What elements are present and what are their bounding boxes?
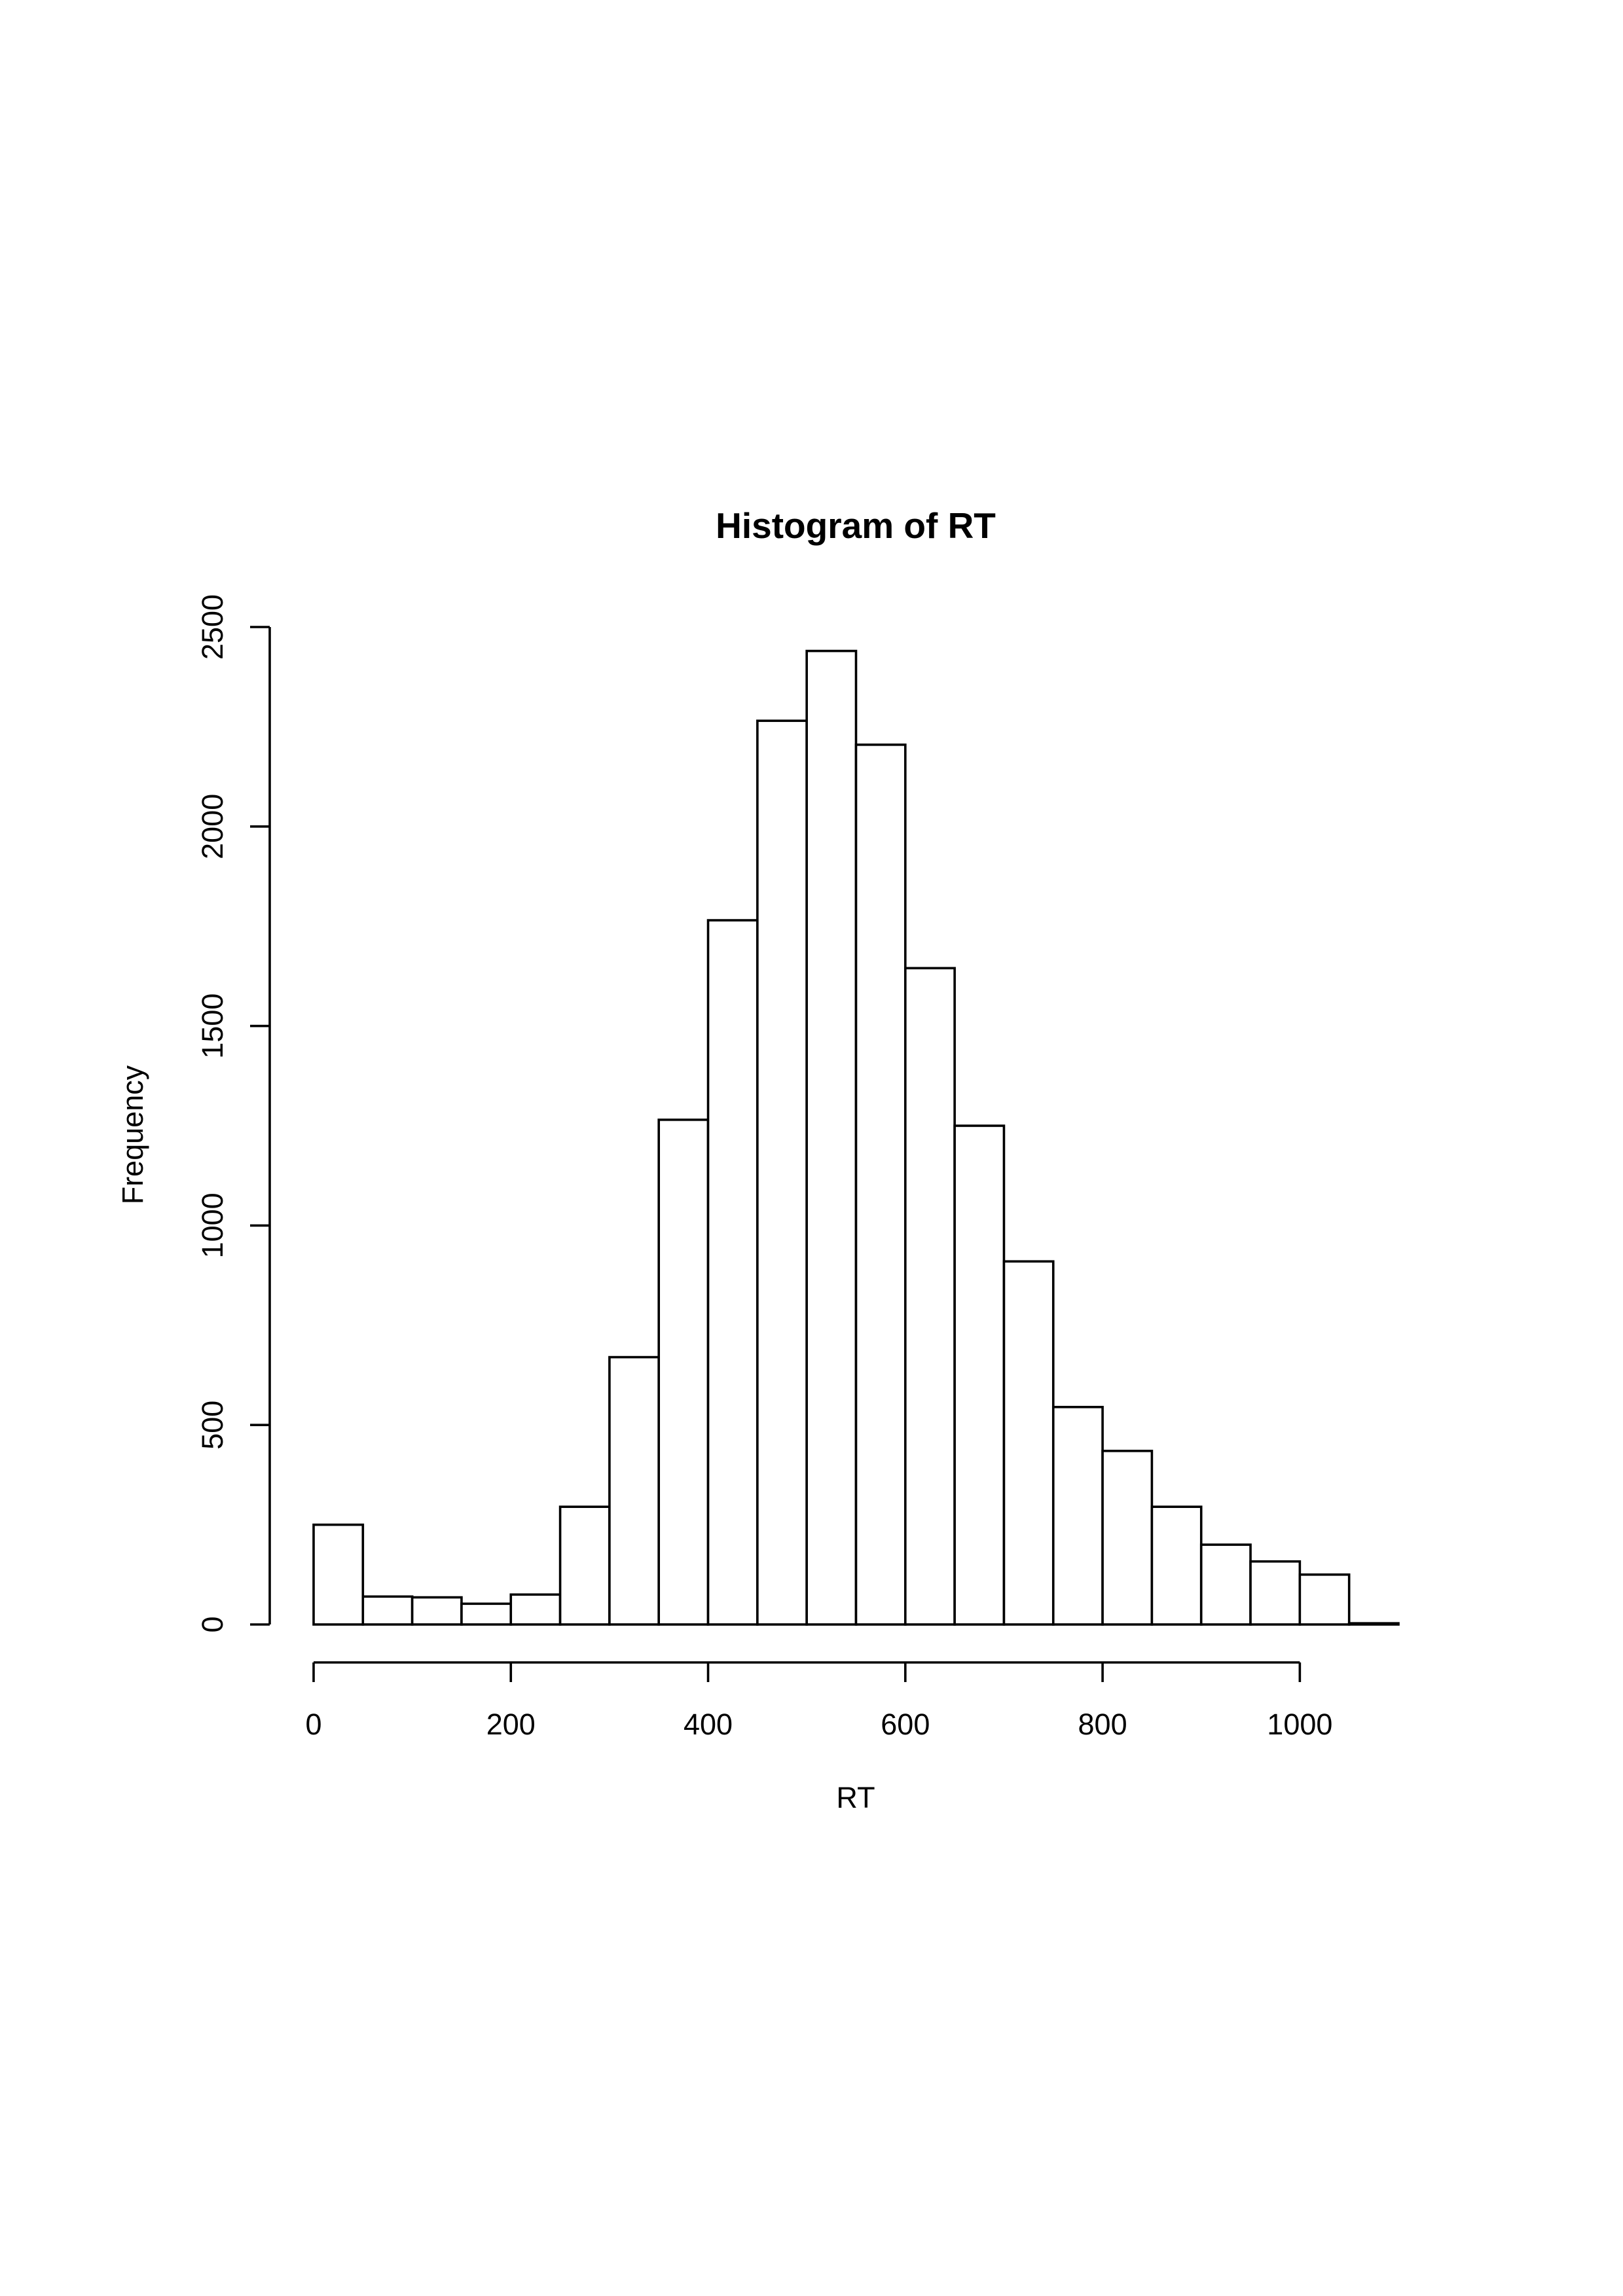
histogram-bar: [509, 1593, 562, 1626]
histogram-bar: [953, 1124, 1006, 1626]
histogram-bars: [312, 649, 1400, 1626]
histogram-bar: [460, 1602, 513, 1626]
y-tick-label: 0: [196, 1616, 229, 1632]
x-tick-label: 0: [305, 1708, 321, 1741]
histogram-bar: [706, 919, 759, 1626]
histogram-bar: [1051, 1405, 1104, 1626]
histogram-bar: [657, 1119, 710, 1626]
y-tick-label: 2500: [196, 594, 229, 660]
y-axis: 0 500 1000 1500 2000 2500: [196, 594, 271, 1633]
y-tick-label: 1500: [196, 994, 229, 1059]
x-axis-label: RT: [836, 1781, 875, 1814]
histogram-bar: [1298, 1573, 1351, 1626]
y-tick-label: 1000: [196, 1193, 229, 1258]
y-axis-label: Frequency: [116, 1065, 149, 1204]
x-tick-label: 400: [684, 1708, 733, 1741]
histogram-bar: [312, 1523, 365, 1626]
histogram-bar: [410, 1596, 463, 1626]
histogram-bar: [904, 967, 956, 1626]
histogram-bar: [1249, 1560, 1302, 1626]
histogram-bar: [756, 719, 808, 1626]
histogram-bar: [854, 744, 907, 1626]
x-tick-label: 800: [1078, 1708, 1127, 1741]
histogram-bar: [608, 1355, 661, 1626]
x-axis: 0 200 400 600 800 1000: [305, 1661, 1332, 1741]
histogram-bar: [1150, 1505, 1203, 1626]
y-tick-label: 500: [196, 1401, 229, 1450]
x-tick-label: 200: [486, 1708, 536, 1741]
histogram-bar: [1002, 1260, 1055, 1626]
histogram-bar: [805, 649, 858, 1626]
histogram-bar: [361, 1595, 414, 1626]
x-tick-label: 1000: [1267, 1708, 1332, 1741]
histogram-bar: [1101, 1450, 1154, 1626]
y-tick-label: 2000: [196, 794, 229, 859]
chart-title: Histogram of RT: [716, 505, 996, 546]
x-tick-label: 600: [881, 1708, 930, 1741]
histogram-bar: [1199, 1543, 1252, 1626]
histogram-bar: [1347, 1622, 1400, 1626]
histogram-bar: [558, 1505, 611, 1626]
